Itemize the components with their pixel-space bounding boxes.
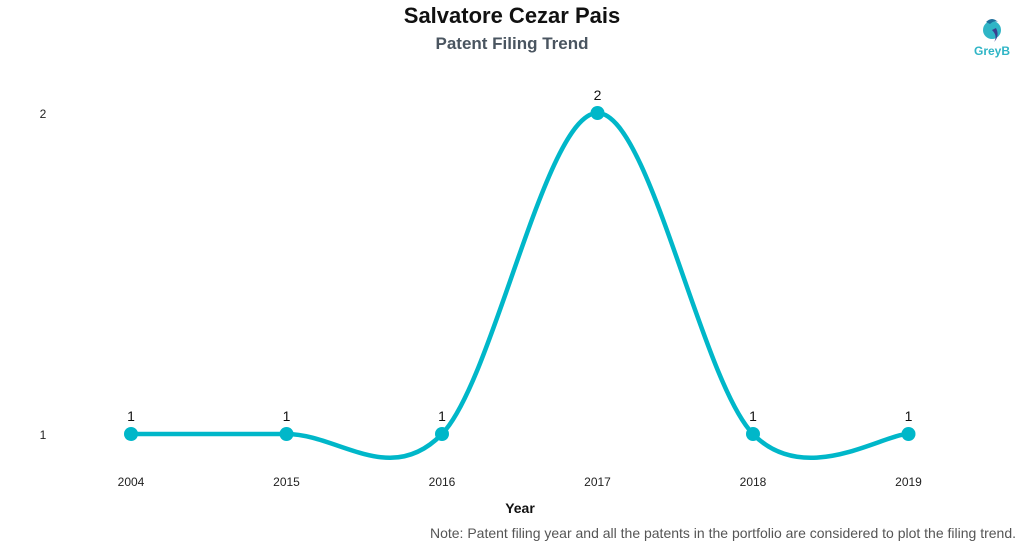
chart-subtitle: Patent Filing Trend xyxy=(435,34,589,53)
x-tick-label: 2017 xyxy=(584,475,611,489)
x-tick-label: 2015 xyxy=(273,475,300,489)
y-tick-label: 1 xyxy=(40,428,47,442)
data-point xyxy=(590,106,605,120)
logo-text: GreyB xyxy=(973,44,1011,58)
data-label: 1 xyxy=(438,408,446,424)
data-point xyxy=(901,427,916,441)
data-point xyxy=(279,427,294,441)
greyb-logo-icon xyxy=(983,19,1001,42)
footnote: Note: Patent filing year and all the pat… xyxy=(429,525,1016,541)
data-label: 1 xyxy=(749,408,757,424)
x-tick-label: 2016 xyxy=(429,475,456,489)
data-label: 1 xyxy=(905,408,913,424)
x-tick-label: 2018 xyxy=(740,475,767,489)
data-label: 1 xyxy=(283,408,291,424)
series-line xyxy=(128,110,911,461)
x-tick-label: 2019 xyxy=(895,475,922,489)
data-point xyxy=(435,427,449,441)
data-point xyxy=(746,427,760,441)
data-label: 1 xyxy=(127,408,135,424)
x-axis-label: Year xyxy=(505,500,535,516)
chart-title: Salvatore Cezar Pais xyxy=(403,3,621,28)
y-tick-label: 2 xyxy=(40,107,47,121)
data-label: 2 xyxy=(594,87,602,103)
data-point xyxy=(124,427,138,441)
x-tick-label: 2004 xyxy=(118,475,145,489)
